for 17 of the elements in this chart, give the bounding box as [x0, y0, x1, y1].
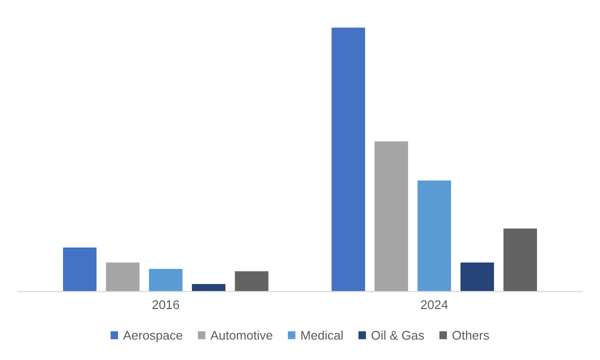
bar — [503, 228, 537, 292]
bar — [106, 262, 140, 292]
x-tick-label: 2016 — [152, 300, 180, 310]
bar — [234, 271, 268, 292]
legend-label: Medical — [301, 330, 343, 340]
bar — [63, 248, 97, 292]
legend-label: Oil & Gas — [372, 330, 424, 340]
bar — [332, 28, 366, 292]
bar — [460, 262, 494, 292]
x-tick-label: 2024 — [421, 300, 448, 310]
legend-label: Others — [452, 330, 489, 340]
bar — [374, 141, 408, 292]
bar — [192, 284, 226, 292]
bar — [418, 180, 452, 292]
legend-label: Automotive — [210, 330, 272, 340]
bar — [148, 268, 182, 292]
legend-label: Aerospace — [123, 331, 182, 342]
